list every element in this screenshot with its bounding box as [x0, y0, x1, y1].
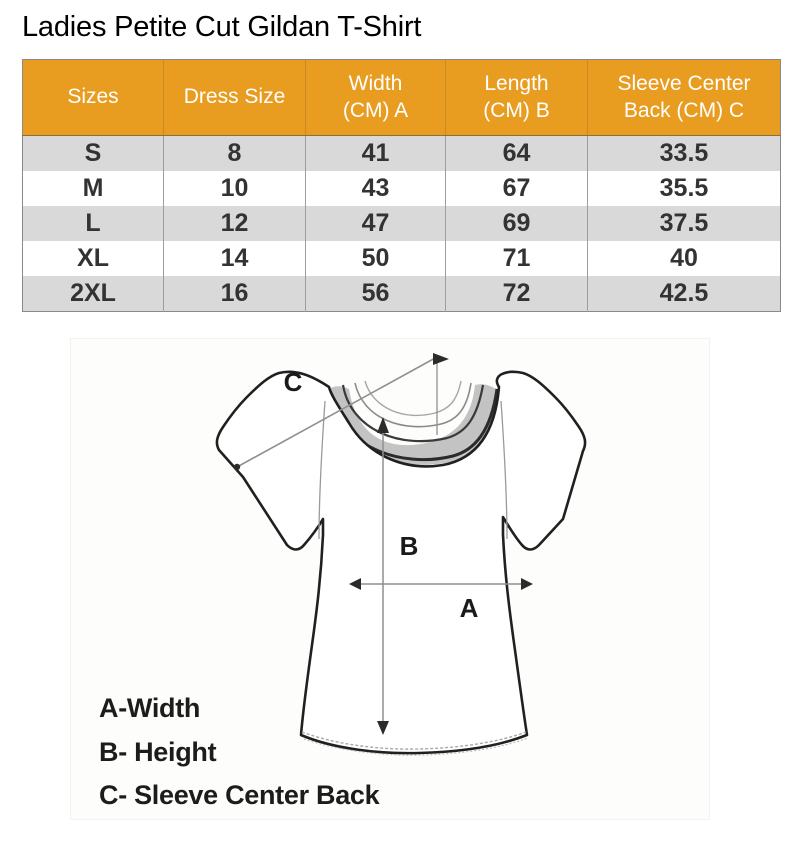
cell-size: S [22, 135, 164, 171]
cell-size: XL [22, 241, 164, 276]
tshirt-outline [215, 370, 587, 755]
cell-dress: 8 [163, 135, 306, 171]
cell-width: 43 [305, 171, 446, 206]
cell-width: 41 [305, 135, 446, 171]
cell-sleeve: 37.5 [587, 206, 781, 241]
legend-item-b: B- Height [99, 736, 217, 767]
cell-length: 67 [445, 171, 588, 206]
hem-band-icon [301, 731, 529, 756]
cell-width: 56 [305, 276, 446, 312]
measure-label-a: A [460, 593, 479, 623]
column-header-sizes: Sizes [22, 59, 164, 136]
table-body: S 8 41 64 33.5 M 10 43 67 35.5 L 12 47 6… [22, 135, 781, 312]
cell-length: 72 [445, 276, 588, 312]
measurement-diagram-panel: C B A A-Width B- Height C- Sleeve Center… [70, 338, 710, 820]
column-header-width: Width (CM) A [305, 59, 446, 136]
column-header-width-line1: Width [348, 71, 403, 95]
size-chart-table-container: Sizes Dress Size Width (CM) A Length (CM… [22, 59, 781, 312]
measure-a-group [349, 578, 533, 590]
measure-c-group [233, 353, 449, 471]
column-header-length: Length (CM) B [445, 59, 588, 136]
measure-label-b: B [400, 531, 419, 561]
cell-length: 71 [445, 241, 588, 276]
column-header-sleeve-center-back: Sleeve Center Back (CM) C [587, 59, 781, 136]
column-header-dress-size: Dress Size [163, 59, 306, 136]
table-row: XL 14 50 71 40 [22, 241, 781, 276]
cell-dress: 14 [163, 241, 306, 276]
cell-sleeve: 42.5 [587, 276, 781, 312]
table-header-row: Sizes Dress Size Width (CM) A Length (CM… [22, 59, 781, 136]
cell-dress: 16 [163, 276, 306, 312]
table-row: 2XL 16 56 72 42.5 [22, 276, 781, 312]
column-header-length-line1: Length [484, 71, 549, 95]
column-header-dress-size-line1: Dress Size [183, 85, 286, 109]
table-header: Sizes Dress Size Width (CM) A Length (CM… [22, 59, 781, 136]
measurement-legend: A-Width B- Height C- Sleeve Center Back [99, 687, 499, 818]
column-header-sleeve-line2: Back (CM) C [623, 98, 745, 122]
column-header-width-line2: (CM) A [342, 98, 409, 122]
legend-item-c: C- Sleeve Center Back [99, 780, 380, 811]
cell-sleeve: 35.5 [587, 171, 781, 206]
cell-size: L [22, 206, 164, 241]
cell-length: 69 [445, 206, 588, 241]
cell-sleeve: 40 [587, 241, 781, 276]
table-row: M 10 43 67 35.5 [22, 171, 781, 206]
collar-rib-icon [327, 380, 499, 465]
legend-item-a: A-Width [99, 693, 201, 723]
cell-size: M [22, 171, 164, 206]
size-chart-table: Sizes Dress Size Width (CM) A Length (CM… [22, 59, 781, 312]
cell-dress: 12 [163, 206, 306, 241]
measure-label-c: C [284, 367, 303, 397]
cell-length: 64 [445, 135, 588, 171]
table-row: L 12 47 69 37.5 [22, 206, 781, 241]
cell-width: 50 [305, 241, 446, 276]
cell-width: 47 [305, 206, 446, 241]
column-header-sleeve-line1: Sleeve Center [617, 71, 751, 95]
cell-dress: 10 [163, 171, 306, 206]
cell-size: 2XL [22, 276, 164, 312]
column-header-length-line2: (CM) B [483, 98, 550, 122]
page-title: Ladies Petite Cut Gildan T-Shirt [22, 11, 422, 43]
cell-sleeve: 33.5 [587, 135, 781, 171]
column-header-sizes-line1: Sizes [67, 85, 119, 109]
tshirt-diagram-svg: C B A [215, 353, 587, 756]
measure-b-group [377, 417, 389, 735]
table-row: S 8 41 64 33.5 [22, 135, 781, 171]
